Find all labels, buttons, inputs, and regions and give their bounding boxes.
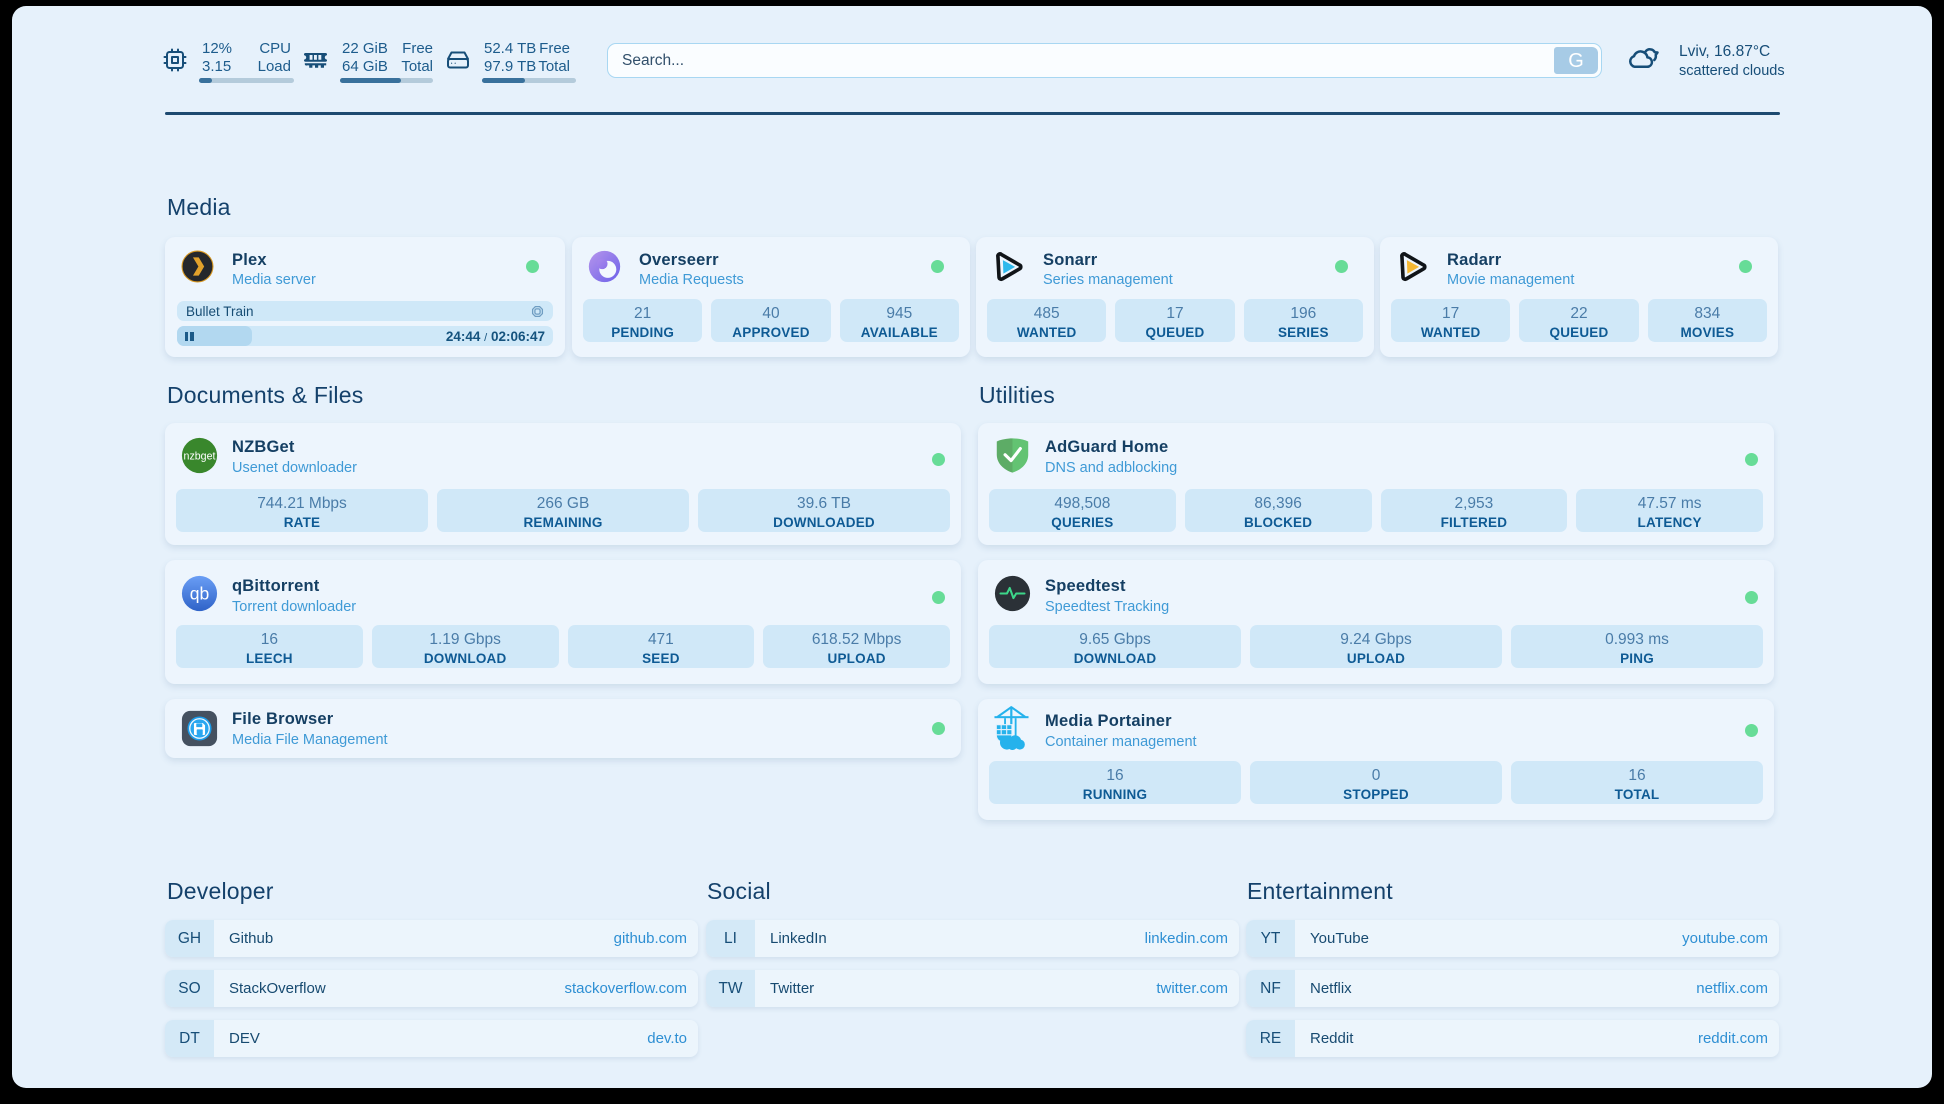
svg-text:qb: qb [190,584,210,604]
svg-text:nzbget: nzbget [184,451,216,463]
